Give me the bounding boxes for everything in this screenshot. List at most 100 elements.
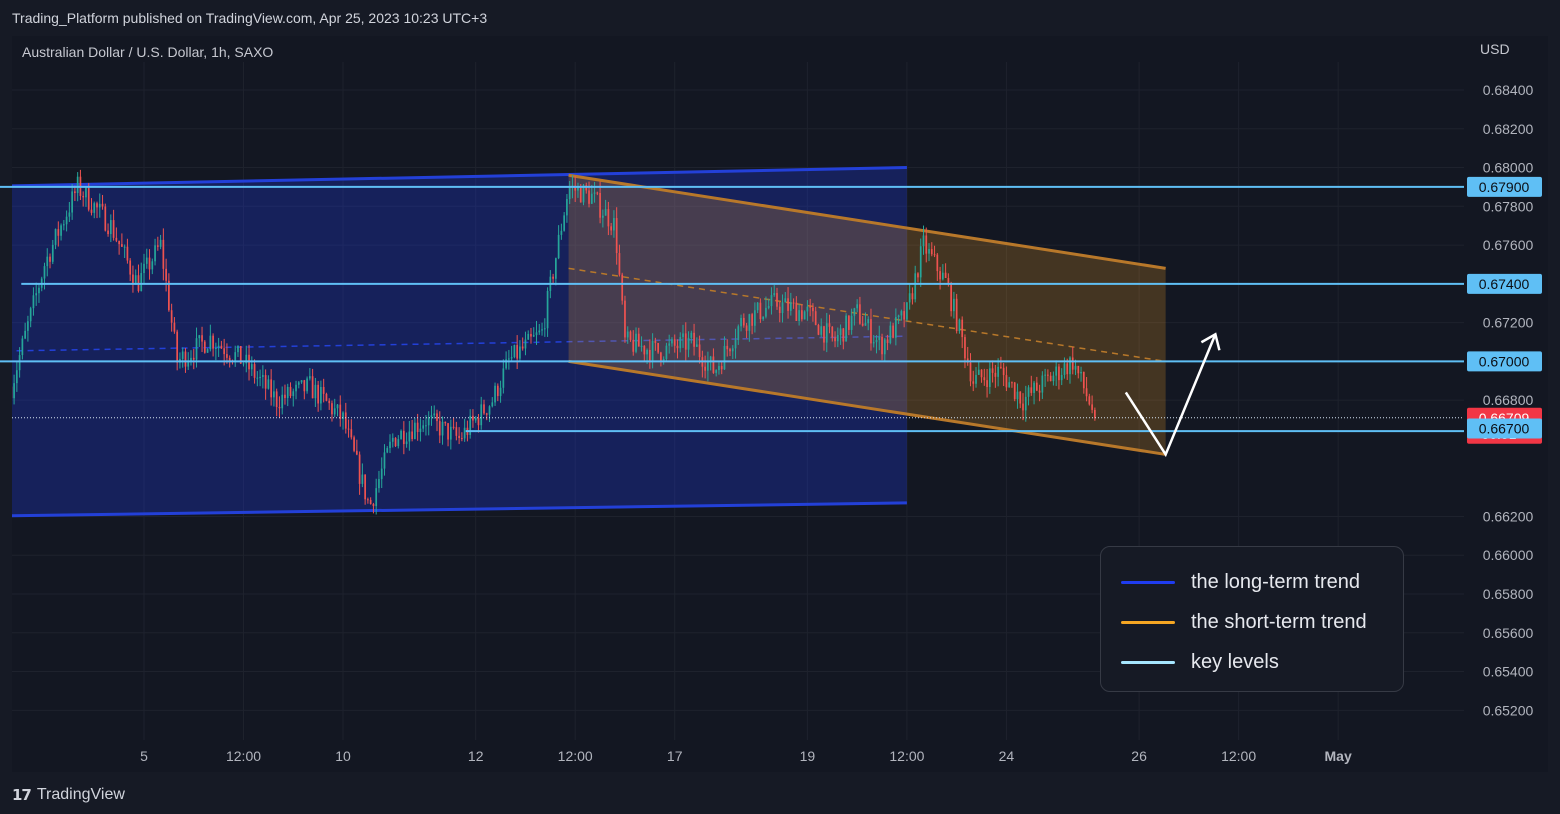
- time-axis[interactable]: 5 12:00 10 12 12:00 17 19 12:00 24 26 12:00 May: [140, 748, 1352, 764]
- candle-body: [903, 311, 906, 320]
- candle-body: [900, 311, 903, 316]
- candle-body: [427, 417, 430, 426]
- time-tick-label: 10: [335, 748, 351, 764]
- candle-body: [190, 357, 192, 361]
- candle-body: [676, 345, 679, 349]
- candle-body: [209, 335, 212, 350]
- candle-body: [306, 378, 308, 392]
- candle-body: [425, 425, 427, 427]
- candle-body: [1074, 365, 1077, 370]
- price-tick-label: 0.67200: [1483, 315, 1534, 331]
- candle-body: [953, 298, 955, 312]
- candle-body: [273, 391, 275, 398]
- candle-body: [776, 293, 778, 307]
- candle-body: [778, 306, 781, 314]
- key-level-price-tag: [1467, 273, 1542, 294]
- candle-body: [132, 274, 134, 285]
- candle-body: [436, 413, 438, 422]
- candle-body: [54, 229, 57, 245]
- trend-channels: [12, 166, 1166, 518]
- candle-body: [1022, 403, 1024, 411]
- candle-body: [449, 426, 452, 440]
- candle-body: [751, 314, 753, 326]
- candle-body: [596, 192, 599, 194]
- candle-body: [972, 381, 975, 384]
- time-tick-label: 12:00: [889, 748, 924, 764]
- candle-body: [892, 325, 894, 338]
- candle-body: [416, 422, 419, 433]
- candle-body: [502, 368, 505, 388]
- candle-body: [118, 240, 120, 245]
- candle-body: [477, 417, 480, 426]
- candle-body: [1038, 390, 1041, 393]
- candle-body: [646, 349, 648, 355]
- candle-body: [1000, 366, 1002, 368]
- candle-body: [411, 431, 413, 439]
- candle-body: [400, 430, 402, 440]
- candle-body: [825, 323, 828, 343]
- candle-body: [690, 332, 693, 338]
- key-level-price-label: 0.67900: [1479, 179, 1530, 195]
- candle-body: [170, 310, 173, 323]
- candle-body: [939, 271, 941, 280]
- candle-body: [93, 203, 96, 213]
- candle-body: [491, 402, 494, 407]
- price-tick-label: 0.67800: [1483, 198, 1534, 214]
- candle-body: [485, 413, 488, 415]
- tradingview-brand[interactable]: 17 TradingView: [12, 786, 125, 804]
- candle-body: [1094, 409, 1096, 418]
- candle-body: [754, 310, 756, 326]
- candle-body: [173, 322, 176, 332]
- price-tick-label: 0.68200: [1483, 121, 1534, 137]
- candle-body: [941, 272, 944, 280]
- candle-body: [414, 422, 416, 439]
- long-term-swatch: [1121, 580, 1175, 584]
- candle-body: [1035, 382, 1038, 391]
- candle-body: [1060, 374, 1063, 381]
- candle-body: [206, 349, 209, 353]
- candle-body: [635, 333, 637, 352]
- candle-body: [488, 406, 491, 415]
- candle-body: [168, 280, 170, 311]
- long-term-channel-fill: [12, 167, 907, 516]
- candle-body: [632, 339, 635, 352]
- candle-body: [408, 431, 411, 442]
- candle-body: [15, 370, 18, 384]
- projection-arrowhead: [1200, 332, 1221, 351]
- candle-body: [148, 257, 151, 270]
- candle-body: [104, 206, 107, 231]
- candle-body: [1047, 374, 1049, 376]
- candle-body: [101, 203, 104, 207]
- candle-body: [32, 295, 35, 309]
- price-projection: [1124, 332, 1221, 458]
- candle-body: [543, 328, 546, 330]
- candle-body: [917, 273, 919, 278]
- long-term-channel-lower-line: [12, 501, 907, 518]
- candle-body: [1041, 375, 1044, 393]
- legend-panel: the long-term trend the short-term trend…: [1100, 546, 1404, 692]
- price-axis[interactable]: 0.679000.674000.670000.664000.684000.682…: [1467, 82, 1542, 718]
- candle-body: [643, 345, 646, 355]
- candle-body: [610, 226, 613, 231]
- candle-body: [662, 358, 665, 361]
- candle-body: [383, 452, 386, 469]
- candle-body: [848, 315, 850, 330]
- candle-body: [217, 345, 220, 348]
- candle-body: [682, 333, 684, 338]
- candle-body: [626, 331, 629, 338]
- candle-body: [267, 379, 270, 389]
- candle-body: [262, 375, 264, 377]
- price-tick-label: 0.66000: [1483, 547, 1534, 563]
- candle-body: [303, 380, 306, 392]
- candle-body: [787, 298, 789, 311]
- long-term-channel-upper-line: [12, 166, 907, 188]
- candle-body: [693, 332, 695, 347]
- candle-body: [812, 307, 814, 312]
- candle-body: [1044, 374, 1046, 376]
- legend-label: the short-term trend: [1191, 610, 1367, 633]
- candle-body: [1082, 372, 1085, 389]
- candle-body: [389, 441, 391, 449]
- symbol-title[interactable]: Australian Dollar / U.S. Dollar, 1h, SAX…: [22, 44, 274, 60]
- candle-body: [51, 244, 54, 262]
